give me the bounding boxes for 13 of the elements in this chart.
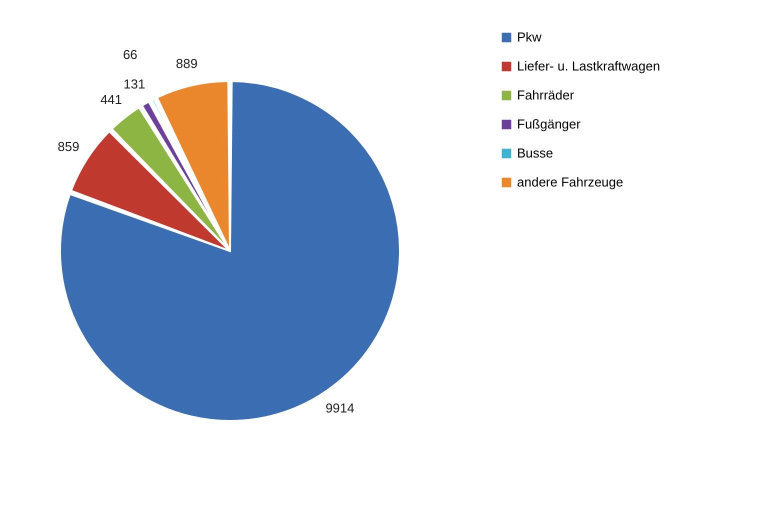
data-label: 9914	[325, 400, 354, 416]
data-label: 131	[124, 76, 146, 92]
legend-label: Pkw	[517, 30, 542, 44]
legend-label: Busse	[517, 146, 554, 160]
legend-label: Liefer- u. Lastkraftwagen	[517, 58, 660, 74]
legend-label: Fußgänger	[517, 116, 582, 132]
legend-label: Fahrräder	[517, 88, 575, 102]
legend-label: andere Fahrzeuge	[517, 174, 624, 190]
data-label: 859	[58, 139, 80, 154]
data-label: 441	[100, 92, 122, 108]
pie-slice	[59, 80, 401, 422]
data-label: 66	[122, 46, 138, 62]
data-label: 889	[176, 56, 198, 71]
